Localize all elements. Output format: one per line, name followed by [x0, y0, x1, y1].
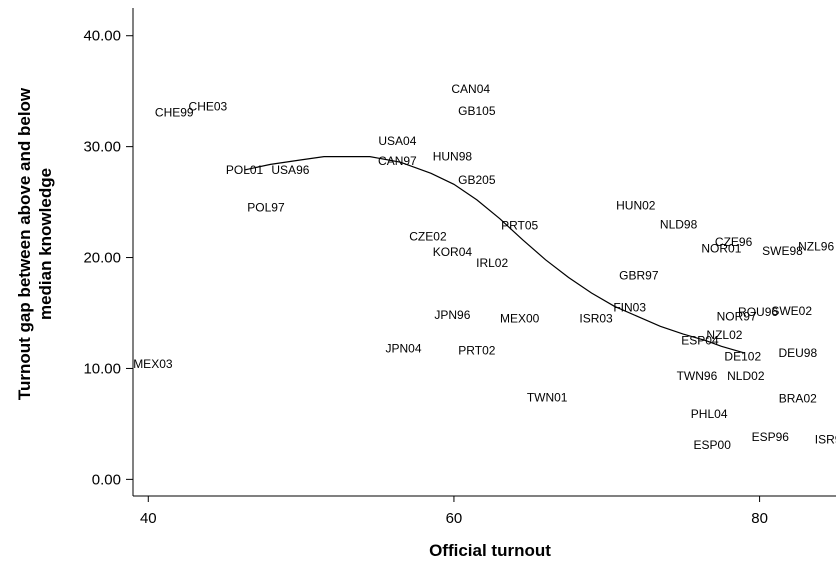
point-label-twn96: TWN96 — [677, 369, 718, 383]
point-label-twn01: TWN01 — [527, 390, 568, 404]
point-label-gb205: GB205 — [458, 173, 496, 187]
point-label-phl04: PHL04 — [691, 407, 728, 421]
y-ticks: 0.00 10.00 20.00 30.00 40.00 — [83, 28, 133, 488]
point-label-can97: CAN97 — [378, 154, 417, 168]
axes — [132, 8, 836, 497]
x-axis-title: Official turnout — [429, 541, 551, 560]
point-label-nld98: NLD98 — [660, 217, 698, 231]
point-label-nor01: NOR01 — [701, 242, 741, 256]
point-label-isr03: ISR03 — [579, 312, 613, 326]
x-tick-label: 60 — [446, 510, 463, 527]
point-label-jpn04: JPN04 — [385, 341, 421, 355]
point-label-swe98: SWE98 — [762, 244, 803, 258]
y-tick-label: 10.00 — [83, 360, 121, 377]
point-label-nld02: NLD02 — [727, 369, 765, 383]
point-label-hun98: HUN98 — [433, 150, 473, 164]
point-label-nzl02: NZL02 — [706, 328, 742, 342]
point-label-esp00: ESP00 — [694, 438, 732, 452]
point-label-pol97: POL97 — [247, 201, 285, 215]
point-label-cze96: CZE96 — [715, 235, 753, 249]
point-label-swe02: SWE02 — [771, 304, 812, 318]
x-tick-label: 40 — [140, 510, 157, 527]
x-ticks: 40 60 80 — [140, 496, 768, 527]
point-label-gb105: GB105 — [458, 104, 496, 118]
point-label-mex03: MEX03 — [133, 357, 173, 371]
y-tick-label: 40.00 — [83, 28, 121, 45]
y-axis-title-line: median knowledge — [36, 168, 55, 320]
y-tick-label: 20.00 — [83, 250, 121, 267]
x-tick-label: 80 — [751, 510, 768, 527]
point-label-rou96: ROU96 — [738, 305, 778, 319]
point-label-irl02: IRL02 — [476, 256, 508, 270]
point-label-esp96: ESP96 — [752, 430, 790, 444]
point-label-nzl96: NZL96 — [798, 239, 834, 253]
point-label-hun02: HUN02 — [616, 198, 656, 212]
point-label-gbr97: GBR97 — [619, 268, 659, 282]
point-label-che99: CHE99 — [155, 105, 194, 119]
point-label-fin03: FIN03 — [613, 300, 646, 314]
y-axis-title-line: Turnout gap between above and below — [15, 87, 34, 400]
point-label-deu98: DEU98 — [778, 346, 817, 360]
point-label-prt05: PRT05 — [501, 218, 538, 232]
point-label-can04: CAN04 — [451, 82, 490, 96]
y-tick-label: 0.00 — [92, 471, 121, 488]
point-label-isr96: ISR96 — [815, 432, 836, 446]
point-label-kor04: KOR04 — [433, 245, 473, 259]
point-label-de102: DE102 — [724, 349, 761, 363]
point-label-pol01: POL01 — [226, 163, 264, 177]
point-label-esp04: ESP04 — [681, 334, 719, 348]
point-label-bra02: BRA02 — [779, 391, 817, 405]
point-label-prt02: PRT02 — [458, 344, 495, 358]
point-label-cze02: CZE02 — [409, 229, 447, 243]
point-label-usa96: USA96 — [271, 163, 309, 177]
point-label-mex00: MEX00 — [500, 312, 540, 326]
point-label-usa04: USA04 — [378, 134, 416, 148]
fit-line — [244, 156, 745, 354]
y-tick-label: 30.00 — [83, 139, 121, 156]
point-label-nor97: NOR97 — [717, 309, 757, 323]
point-label-che03: CHE03 — [189, 100, 228, 114]
y-axis-title: Turnout gap between above and below media… — [15, 87, 55, 400]
point-label-jpn96: JPN96 — [434, 308, 470, 322]
